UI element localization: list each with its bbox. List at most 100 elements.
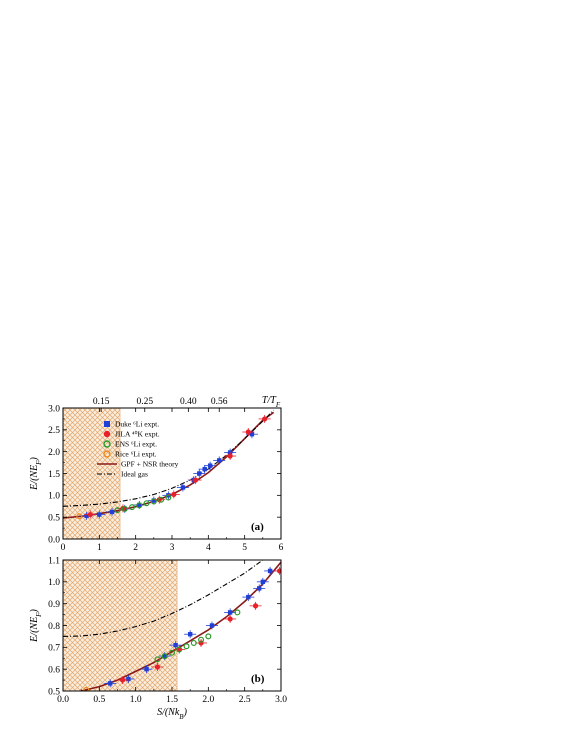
legend-label-theory: GPF + NSR theory: [121, 460, 179, 469]
panel-label: (b): [251, 673, 265, 685]
y-tick-label: 0.7: [48, 644, 60, 654]
duke-point: [84, 513, 89, 519]
duke-point: [180, 485, 186, 490]
duke-point: [109, 509, 115, 515]
x-tick-label: 0.5: [93, 695, 105, 705]
duke-point: [217, 458, 222, 463]
ens-point: [165, 494, 172, 501]
duke-point: [209, 623, 215, 628]
ens-point: [161, 653, 168, 660]
duke-point: [207, 463, 213, 468]
legend-label-ideal: Ideal gas: [121, 470, 148, 479]
plot-area: [63, 409, 275, 520]
duke-point: [260, 579, 266, 585]
legend-label-rice: Rice ⁶Li expt.: [115, 450, 157, 459]
y-tick-label: 2.5: [48, 426, 60, 436]
x-tick-label: 6: [279, 543, 284, 553]
jila-point: [176, 646, 182, 653]
jila-point: [276, 568, 281, 574]
rice-point: [83, 686, 90, 691]
y-axis-label: E/(NEF): [29, 609, 43, 643]
duke-point: [151, 498, 157, 503]
jila-point: [154, 664, 161, 670]
duke-point: [187, 632, 193, 637]
legend-marker-rice: [103, 450, 111, 458]
y-tick-label: 0.0: [48, 535, 60, 545]
ens-point: [234, 609, 241, 616]
duke-point: [202, 466, 207, 472]
panel-label: (a): [251, 521, 264, 533]
top-axis-label: T/TF: [262, 395, 281, 409]
x-tick-label: 1.5: [166, 695, 178, 705]
ens-point: [150, 498, 157, 505]
y-tick-label: 2.0: [48, 448, 60, 458]
ens-point: [205, 633, 212, 640]
x-tick-label: 1: [97, 543, 102, 553]
x-tick-label: 3: [170, 543, 175, 553]
duke-point: [137, 502, 142, 508]
x-axis-label: S/(NkB): [157, 707, 188, 721]
legend-label-jila: JILA ⁴⁰K expt.: [115, 430, 160, 439]
x-tick-label: 3.0: [275, 695, 287, 705]
x-tick-label: 5: [242, 543, 247, 553]
jila-point: [227, 453, 233, 459]
y-tick-label: 0.9: [48, 600, 60, 610]
ens-point: [136, 502, 143, 509]
ens-point: [169, 649, 176, 656]
shaded-region: [62, 559, 178, 692]
x-tick-label: 1.0: [130, 695, 142, 705]
y-tick-label: 1.1: [48, 556, 60, 566]
duke-point: [227, 610, 233, 615]
y-tick-label: 0.8: [48, 622, 60, 632]
x-tick-label: 0.0: [57, 695, 69, 705]
y-tick-label: 1.0: [48, 578, 60, 588]
legend-marker-ens: [103, 440, 111, 448]
panel-a: 0 1 2 3 4 5 6 0.0 0.5 1.0 1.5 2.0 2.5 3.0 0.15 0.25 0.40…: [29, 395, 284, 553]
ens-point: [190, 639, 197, 646]
jila-point: [262, 416, 268, 422]
jila-point: [245, 429, 251, 435]
jila-point: [193, 477, 199, 483]
duke-point: [126, 676, 131, 682]
ens-point: [121, 505, 128, 512]
y-tick-label: 3.0: [48, 404, 60, 414]
rice-point: [76, 513, 83, 520]
ens-point: [183, 643, 190, 650]
ens-point: [158, 496, 165, 503]
jila-point: [252, 603, 259, 609]
duke-point: [162, 653, 167, 659]
duke-point: [249, 432, 255, 437]
y-tick-label: 1.0: [48, 492, 60, 502]
legend-marker-jila: [103, 430, 111, 438]
top-axis-tick-label: 0.25: [136, 397, 153, 407]
ens-point: [129, 504, 136, 511]
x-tick-label: 4: [206, 543, 211, 553]
y-tick-label: 1.5: [48, 470, 60, 480]
y-tick-label: 0.5: [48, 513, 60, 523]
ens-point: [154, 656, 161, 663]
legend-label-duke: Duke ⁶Li expt.: [115, 420, 159, 429]
top-axis-tick-label: 0.15: [93, 397, 110, 407]
ens-point: [114, 507, 121, 514]
legend-label-ens: ENS ⁶Li expt.: [115, 440, 157, 449]
duke-point: [197, 471, 202, 476]
y-axis-label: E/(NEF): [29, 457, 43, 491]
x-tick-label: 2.5: [239, 695, 251, 705]
plot-area: [63, 560, 281, 691]
duke-point: [173, 642, 178, 648]
duke-point: [257, 586, 262, 591]
duke-point: [144, 666, 149, 672]
y-tick-label: 0.5: [48, 687, 60, 697]
legend-marker-duke: [104, 421, 110, 427]
jila-point: [227, 616, 233, 622]
y-tick-label: 0.6: [48, 665, 60, 675]
duke-point: [97, 512, 102, 517]
duke-point: [108, 681, 113, 686]
jila-point: [119, 677, 126, 683]
duke-point: [267, 568, 273, 574]
x-tick-label: 2: [133, 543, 138, 553]
panel-b: 0.0 0.5 1.0 1.5 2.0 2.5 3.00.50.60.70.80.91.01…: [29, 556, 287, 721]
ens-point: [198, 636, 205, 643]
ideal-gas-line: [63, 560, 264, 637]
